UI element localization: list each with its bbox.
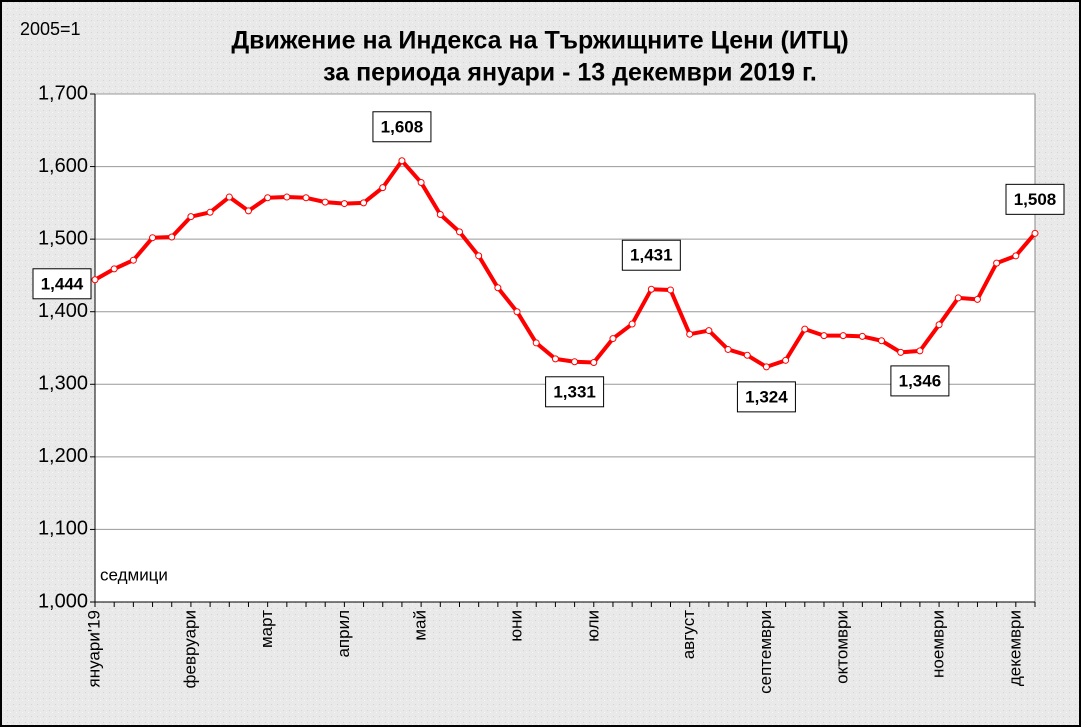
- point-marker: [647, 285, 655, 293]
- point-marker: [168, 233, 176, 241]
- data-label-box: [1005, 183, 1065, 215]
- data-label: 1,346: [899, 371, 942, 390]
- plot-area: [94, 93, 1036, 603]
- point-marker: [417, 179, 425, 187]
- data-label-box: [890, 365, 950, 397]
- point-marker: [897, 348, 905, 356]
- point-marker: [340, 200, 348, 208]
- point-marker: [743, 351, 751, 359]
- point-marker: [302, 194, 310, 202]
- point-marker: [206, 208, 214, 216]
- point-marker: [973, 295, 981, 303]
- point-marker: [858, 332, 866, 340]
- x-tick-label: декември: [1005, 610, 1024, 686]
- point-marker: [628, 320, 636, 328]
- y-tick-label: 1,400: [38, 300, 88, 322]
- y-axis-label: 2005=1: [20, 19, 81, 39]
- point-marker: [129, 256, 137, 264]
- y-tick-label: 1,700: [38, 82, 88, 104]
- data-label: 1,331: [553, 382, 596, 401]
- y-tick-label: 1,100: [38, 518, 88, 540]
- point-marker: [91, 276, 99, 284]
- point-marker: [686, 330, 694, 338]
- point-marker: [283, 193, 291, 201]
- point-marker: [551, 355, 559, 363]
- point-marker: [475, 252, 483, 260]
- point-marker: [1012, 252, 1020, 260]
- point-marker: [590, 359, 598, 367]
- x-tick-label: януари'19: [84, 610, 103, 687]
- point-marker: [571, 358, 579, 366]
- x-tick-label: май: [411, 610, 430, 641]
- data-label-box: [545, 376, 605, 408]
- point-marker: [321, 198, 329, 206]
- point-marker: [839, 332, 847, 340]
- point-marker: [455, 228, 463, 236]
- point-marker: [494, 284, 502, 292]
- point-marker: [110, 265, 118, 273]
- y-tick-label: 1,600: [38, 155, 88, 177]
- data-label: 1,444: [41, 274, 84, 293]
- data-label: 1,324: [745, 387, 788, 406]
- point-marker: [609, 335, 617, 343]
- point-marker: [667, 286, 675, 294]
- x-tick-label: февруари: [180, 610, 199, 688]
- x-tick-label: март: [257, 610, 276, 648]
- point-marker: [916, 347, 924, 355]
- point-marker: [264, 194, 272, 202]
- data-label: 1,608: [381, 117, 424, 136]
- point-marker: [436, 210, 444, 218]
- x-tick-label: юли: [583, 610, 602, 642]
- data-label-box: [32, 268, 92, 300]
- point-marker: [532, 339, 540, 347]
- point-marker: [225, 193, 233, 201]
- data-label-box: [621, 239, 681, 271]
- x-tick-label: април: [334, 610, 353, 658]
- y-tick-label: 1,300: [38, 373, 88, 395]
- point-marker: [705, 327, 713, 335]
- point-marker: [782, 356, 790, 364]
- x-tick-label: октомври: [833, 610, 852, 684]
- point-marker: [954, 294, 962, 302]
- y-tick-label: 1,500: [38, 227, 88, 249]
- point-marker: [379, 184, 387, 192]
- point-marker: [398, 157, 406, 165]
- data-label: 1,431: [630, 246, 673, 265]
- point-marker: [762, 363, 770, 371]
- point-marker: [801, 325, 809, 333]
- data-label: 1,508: [1014, 190, 1057, 209]
- data-label-box: [372, 111, 432, 143]
- point-marker: [878, 337, 886, 345]
- data-label-box: [736, 381, 796, 413]
- point-marker: [244, 207, 252, 215]
- y-tick-label: 1,200: [38, 445, 88, 467]
- point-marker: [724, 345, 732, 353]
- x-tick-label: август: [679, 610, 698, 659]
- point-marker: [993, 259, 1001, 267]
- point-marker: [149, 234, 157, 242]
- point-marker: [187, 213, 195, 221]
- x-tick-label: септември: [756, 610, 775, 694]
- x-tick-label: ноември: [929, 610, 948, 678]
- point-marker: [360, 199, 368, 207]
- x-tick-label: юни: [507, 610, 526, 642]
- point-marker: [1031, 229, 1039, 237]
- chart-title: Движение на Индекса на Тържищните Цени (…: [231, 27, 848, 55]
- x-axis-label: седмици: [100, 565, 168, 584]
- point-marker: [935, 321, 943, 329]
- y-tick-label: 1,000: [38, 590, 88, 612]
- point-marker: [513, 308, 521, 316]
- point-marker: [820, 332, 828, 340]
- chart-subtitle: за периода януари - 13 декември 2019 г.: [323, 59, 817, 87]
